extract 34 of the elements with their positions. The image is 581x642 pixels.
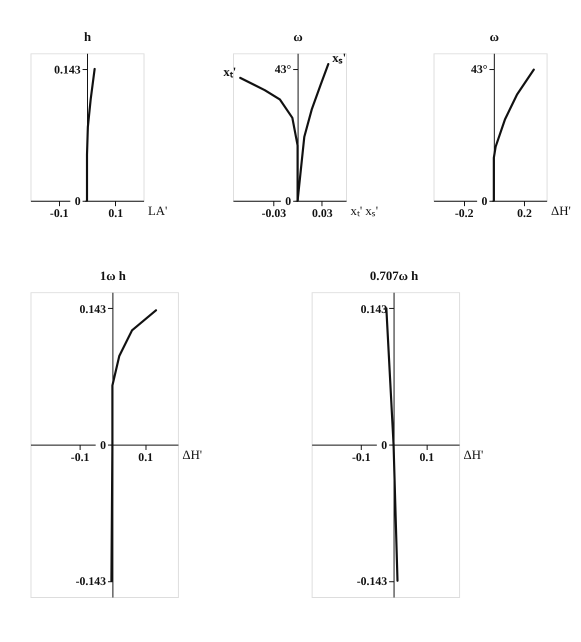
y-axis-title: 0.707ω h xyxy=(370,268,418,283)
series-label: xₛ' xyxy=(332,51,346,66)
series-label: xₜ' xyxy=(223,64,236,79)
x-tick-label: 0.2 xyxy=(517,206,532,220)
y-tick-label: 0.143 xyxy=(79,302,106,316)
x-tick-label: -0.1 xyxy=(50,206,69,220)
x-axis-title: ΔH' xyxy=(551,204,571,218)
y-axis-title: h xyxy=(84,30,92,44)
y-tick-label: 0 xyxy=(482,194,488,208)
y-tick-label: 0 xyxy=(381,438,388,452)
x-tick-label: -0.2 xyxy=(454,206,474,220)
y-tick-label: -0.143 xyxy=(356,574,388,588)
x-axis-title: LA' xyxy=(148,204,168,218)
x-tick-label: 0.1 xyxy=(108,206,124,220)
y-tick-label: 43° xyxy=(470,62,488,76)
x-axis-title: ΔH' xyxy=(182,448,202,462)
x-tick-label: -0.1 xyxy=(70,450,90,464)
y-axis-title: 1ω h xyxy=(100,268,126,283)
x-tick-label: -0.1 xyxy=(352,450,371,464)
x-tick-label: 0.03 xyxy=(312,206,333,220)
x-tick-label: 0.1 xyxy=(419,450,434,464)
y-tick-label: -0.143 xyxy=(76,574,106,588)
y-tick-label: 0.143 xyxy=(360,302,388,316)
x-tick-label: -0.03 xyxy=(262,206,286,220)
y-tick-label: 43° xyxy=(274,62,292,76)
y-axis-title: ω xyxy=(293,30,303,44)
x-axis-title: xₜ' xₛ' xyxy=(350,204,378,218)
y-tick-label: 0 xyxy=(74,194,81,208)
y-tick-label: 0 xyxy=(100,438,106,452)
y-axis-title: ω xyxy=(490,30,499,44)
x-tick-label: 0.1 xyxy=(138,450,154,464)
y-tick-label: 0.143 xyxy=(54,62,81,76)
x-axis-title: ΔH' xyxy=(464,448,484,462)
y-tick-label: 0 xyxy=(285,194,292,208)
